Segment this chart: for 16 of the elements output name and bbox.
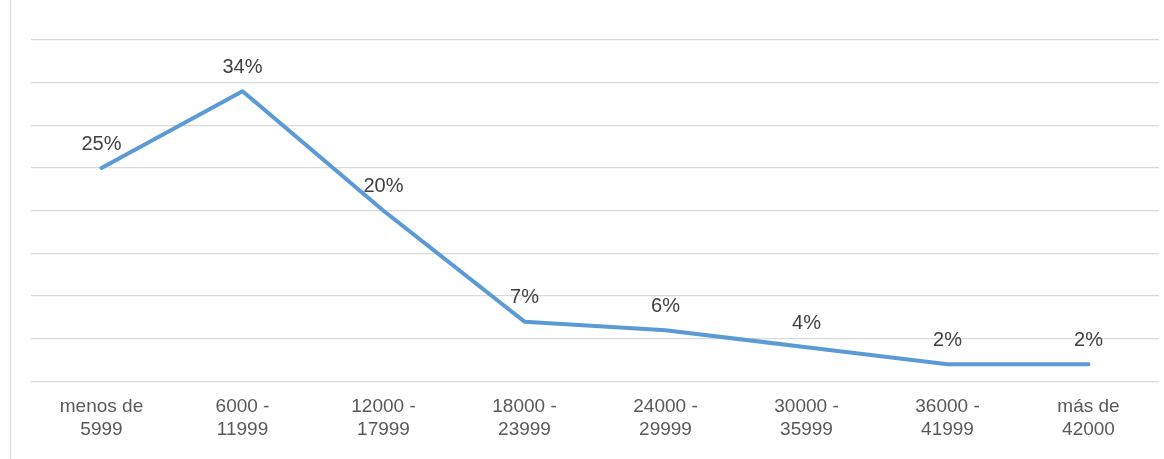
data-label: 4%: [792, 310, 822, 333]
x-tick-label: 36000 - 41999: [915, 395, 980, 439]
x-tick-label: 18000 - 23999: [492, 395, 557, 439]
x-tick-label: 30000 - 35999: [774, 395, 839, 439]
data-label: 34%: [222, 54, 263, 77]
data-label: 7%: [510, 285, 540, 308]
x-tick-label: 12000 - 17999: [351, 395, 416, 439]
data-label: 6%: [651, 293, 681, 316]
data-label: 25%: [81, 131, 122, 154]
data-label: 2%: [933, 327, 963, 350]
x-tick-label: 6000 - 11999: [215, 395, 270, 439]
data-label: 20%: [363, 174, 404, 197]
data-label: 2%: [1074, 327, 1104, 350]
x-tick-label: 24000 - 29999: [633, 395, 698, 439]
x-tick-label: más de 42000: [1057, 395, 1120, 439]
x-tick-label: menos de 5999: [59, 395, 144, 439]
